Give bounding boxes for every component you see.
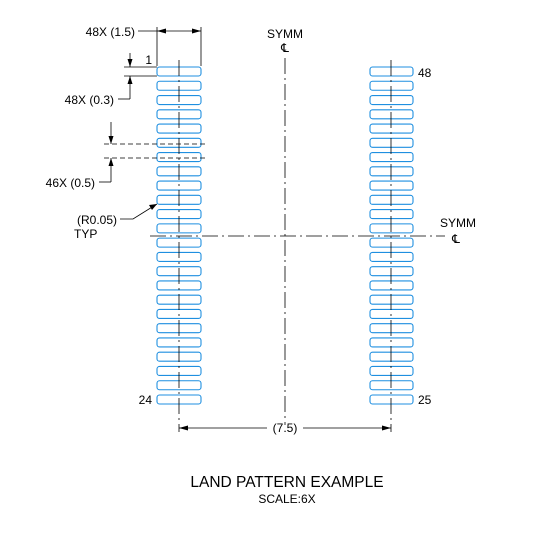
right-pad (369, 308, 414, 319)
pin-24-label: 24 (139, 393, 153, 407)
row-span-arrow-left (179, 425, 188, 431)
right-pad (369, 323, 414, 334)
right-pad (369, 251, 414, 262)
right-pad (369, 280, 414, 291)
vertical-centerline-symbol: ℄ (280, 41, 289, 55)
right-pad (369, 223, 414, 234)
pitch-arrow-top (108, 136, 114, 144)
pad-width-arrow-bottom (127, 76, 133, 84)
corner-radius-label: (R0.05) (77, 213, 117, 227)
right-pad (369, 152, 414, 163)
row-span-label: (7.5) (273, 421, 298, 435)
right-pad (369, 209, 414, 220)
right-pad (369, 137, 414, 148)
corner-radius-arrow (149, 204, 157, 210)
right-pad-column (369, 66, 414, 405)
right-pad (369, 266, 414, 277)
pad-width-arrow-top (127, 59, 133, 67)
vertical-symm-label: SYMM (267, 27, 303, 41)
pin-25-label: 25 (418, 393, 432, 407)
pitch-arrow-bottom (108, 158, 114, 166)
left-pad (156, 337, 202, 348)
right-pad (369, 380, 414, 391)
right-pad (369, 194, 414, 205)
right-pad (369, 109, 414, 120)
pin-1-label: 1 (145, 53, 152, 67)
horizontal-centerline-symbol: ℄ (451, 232, 460, 246)
drawing-title: LAND PATTERN EXAMPLE (190, 474, 383, 491)
right-pad (369, 80, 414, 91)
right-pad (369, 294, 414, 305)
corner-radius-note: TYP (74, 227, 97, 241)
left-pad (156, 308, 202, 319)
right-pad (369, 94, 414, 106)
horizontal-symm-label: SYMM (440, 216, 476, 230)
right-pad (369, 394, 414, 405)
pad-length-arrow-right (192, 28, 201, 34)
pad-length-arrow-left (157, 28, 166, 34)
pitch-label: 46X (0.5) (46, 176, 95, 190)
right-pad (369, 166, 414, 177)
row-span-arrow-right (382, 425, 391, 431)
pad-length-label: 48X (1.5) (86, 25, 135, 39)
right-pad (369, 180, 414, 191)
right-pad (369, 66, 414, 77)
right-pad (369, 351, 414, 362)
pad-width-label: 48X (0.3) (65, 93, 114, 107)
right-pad (369, 237, 414, 248)
pin-48-label: 48 (418, 66, 432, 80)
drawing-scale: SCALE:6X (258, 492, 315, 506)
right-pad (369, 365, 414, 377)
right-pad (369, 123, 414, 134)
right-pad (369, 337, 414, 348)
corner-radius-leader (120, 203, 158, 220)
